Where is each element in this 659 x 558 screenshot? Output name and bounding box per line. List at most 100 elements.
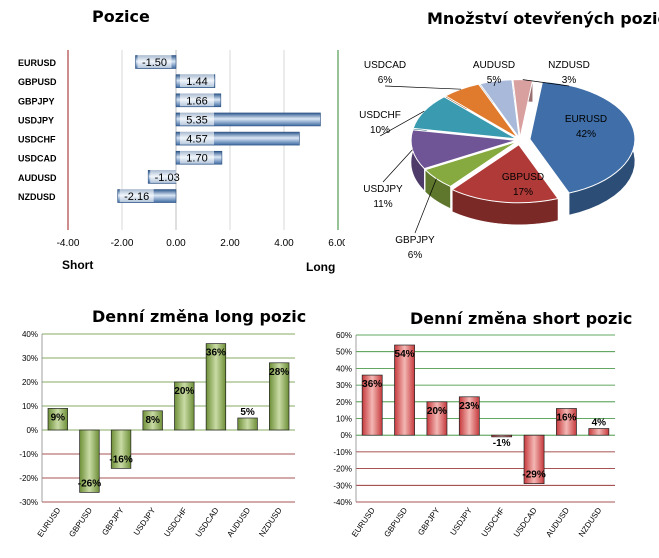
x-tick-label: -2.00 bbox=[111, 238, 134, 249]
short-change-chart: -40% -30% -20% -10% 0% 10% 20% 30% 40% 50% 60% 36% E… bbox=[333, 331, 615, 539]
long-change-chart-title: Denní změna long pozic bbox=[92, 307, 307, 326]
pie-slice bbox=[444, 83, 519, 139]
pie-leader-line bbox=[384, 85, 462, 90]
value-label-bg bbox=[180, 150, 214, 164]
category-label: GBPUSD bbox=[67, 506, 94, 539]
y-tick-label: 60% bbox=[336, 331, 352, 340]
pie-label-percent: 17% bbox=[513, 187, 533, 198]
pie-label-percent: 6% bbox=[378, 75, 393, 86]
pie-label-name: USDJPY bbox=[363, 184, 403, 195]
short-label: Short bbox=[62, 258, 93, 272]
pie-label-percent: 10% bbox=[370, 125, 390, 136]
value-label: -1.50 bbox=[142, 57, 167, 69]
value-label: 36% bbox=[206, 348, 226, 359]
bar bbox=[269, 362, 290, 431]
pie-label-name: USDCHF bbox=[359, 110, 401, 121]
value-label-bg bbox=[150, 169, 185, 183]
y-tick-label: 20% bbox=[336, 398, 352, 407]
value-label: -29% bbox=[522, 470, 545, 481]
y-tick-label: 40% bbox=[22, 330, 38, 339]
category-label: USDJPY bbox=[132, 505, 158, 537]
y-tick-label: -30% bbox=[19, 498, 38, 507]
long-change-chart: -30% -20% -10% 0% 10% 20% 30% 40% 9% EURUSD -26% GB… bbox=[19, 330, 295, 539]
positions-chart: -4.00 -2.00 0.00 2.00 4.00 6.00 EURUSD -1.50 GBP… bbox=[18, 50, 345, 274]
positions-chart-panel: Pozice -4.00 -2.00 0.00 2.00 4.00 6.00 EURUSD -… bbox=[0, 0, 345, 285]
pie-label-name: GBPJPY bbox=[395, 235, 435, 246]
y-tick-label: -30% bbox=[333, 481, 352, 490]
bar bbox=[205, 343, 227, 431]
pie-label-percent: 5% bbox=[487, 75, 502, 86]
value-label-bg bbox=[119, 189, 154, 203]
category-label: USDCAD bbox=[18, 154, 57, 164]
category-label: EURUSD bbox=[36, 506, 63, 539]
value-label: 5% bbox=[240, 407, 255, 418]
value-label-bg bbox=[180, 112, 214, 126]
bar bbox=[491, 434, 513, 438]
y-tick-label: -10% bbox=[19, 450, 38, 459]
bar bbox=[174, 381, 195, 431]
pie-leader-line bbox=[522, 79, 570, 87]
pie-leader-line bbox=[414, 178, 437, 234]
value-label-bg bbox=[180, 131, 214, 145]
value-label-bg bbox=[180, 74, 214, 88]
short-change-chart-title: Denní změna short pozic bbox=[410, 309, 633, 328]
bar bbox=[556, 408, 577, 436]
category-label: USDCHF bbox=[162, 506, 189, 539]
value-label: 1.44 bbox=[186, 76, 207, 88]
y-tick-label: 0% bbox=[340, 431, 352, 440]
y-tick-label: 30% bbox=[336, 381, 352, 390]
category-label: USDJPY bbox=[18, 115, 54, 125]
y-tick-label: -40% bbox=[333, 498, 352, 507]
pie-label-name: EURUSD bbox=[565, 114, 607, 125]
open-positions-pie-panel: Množství otevřených pozic EURUSD 42% GBPUS… bbox=[345, 0, 659, 290]
bar bbox=[110, 429, 132, 469]
bar bbox=[142, 410, 163, 431]
value-label: -2.16 bbox=[124, 191, 149, 203]
category-label: AUDUSD bbox=[544, 506, 571, 539]
value-label: 20% bbox=[427, 406, 447, 417]
value-label: 20% bbox=[174, 386, 194, 397]
value-label: 8% bbox=[145, 415, 160, 426]
long-label: Long bbox=[306, 260, 335, 274]
pie-chart-title: Množství otevřených pozic bbox=[427, 9, 659, 28]
category-label: GBPUSD bbox=[382, 506, 409, 539]
value-label: 1.66 bbox=[186, 95, 207, 107]
pie-label-percent: 11% bbox=[373, 199, 392, 210]
open-positions-pie-chart: EURUSD 42% GBPUSD 17% GBPJPY 6% USDJPY 11% USDCH… bbox=[359, 60, 636, 261]
x-tick-label: 4.00 bbox=[274, 238, 294, 249]
bar bbox=[361, 374, 383, 436]
pie-slice bbox=[412, 96, 517, 140]
category-label: NZDUSD bbox=[257, 506, 284, 539]
value-label-bg bbox=[180, 93, 214, 107]
category-label: USDJPY bbox=[448, 505, 474, 537]
value-label: -26% bbox=[78, 478, 101, 489]
short-change-chart-panel: Denní změna short pozic -40% -30% -20% -10%… bbox=[310, 295, 659, 558]
category-label: AUDUSD bbox=[225, 506, 252, 539]
pie-leader-line bbox=[379, 110, 425, 137]
pie-leader-line bbox=[493, 81, 496, 87]
y-tick-label: 30% bbox=[22, 354, 38, 363]
pie-label-name: GBPUSD bbox=[502, 172, 544, 183]
bar bbox=[523, 434, 545, 484]
value-label: 4% bbox=[592, 418, 607, 429]
category-label: GBPJPY bbox=[100, 505, 126, 537]
bar bbox=[458, 396, 480, 436]
category-label: NZDUSD bbox=[18, 192, 56, 202]
value-label: 9% bbox=[51, 412, 66, 423]
pie-label-percent: 42% bbox=[576, 129, 596, 140]
pie-label-name: AUDUSD bbox=[473, 60, 515, 71]
value-label: 4.57 bbox=[186, 134, 207, 146]
value-label: 28% bbox=[269, 367, 289, 378]
x-tick-label: 6.00 bbox=[328, 238, 345, 249]
pie-label-percent: 6% bbox=[408, 250, 423, 261]
value-label-bg bbox=[137, 55, 172, 68]
pie-label-name: USDCAD bbox=[364, 60, 406, 71]
value-label: -1.03 bbox=[155, 172, 180, 184]
pie-leader-line bbox=[382, 149, 413, 183]
value-label: 23% bbox=[459, 401, 479, 412]
value-label: 54% bbox=[395, 349, 415, 360]
x-tick-label: -4.00 bbox=[57, 238, 80, 249]
y-tick-label: 0% bbox=[26, 426, 38, 435]
pie-slice bbox=[529, 81, 636, 194]
pie-label-percent: 3% bbox=[562, 75, 577, 86]
